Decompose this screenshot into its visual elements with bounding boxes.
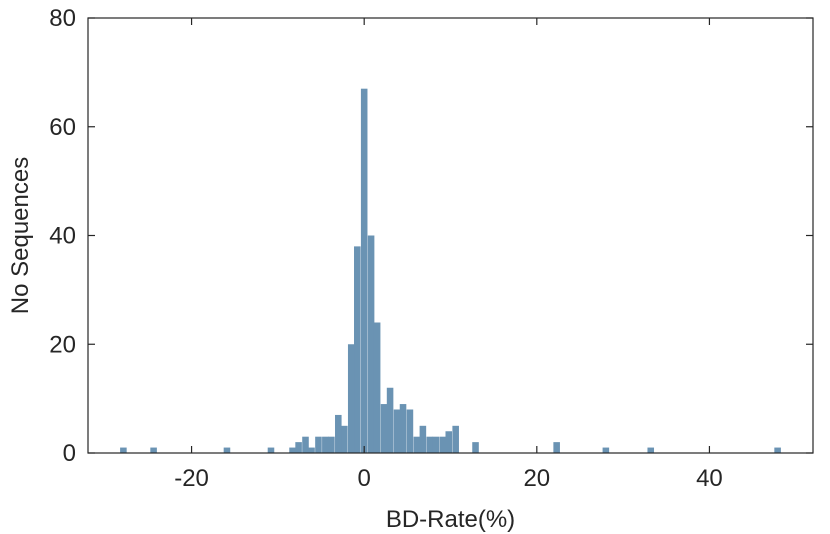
y-tick-label: 80	[49, 5, 76, 32]
histogram-bar-23	[413, 436, 421, 453]
histogram-bar-29	[452, 425, 459, 453]
histogram-bar-12	[341, 425, 348, 453]
y-axis-ticks: 0 20 40 60 80	[49, 5, 813, 467]
histogram-bar-19	[386, 387, 394, 453]
histogram-bar-0	[120, 447, 127, 453]
x-tick-label: 40	[696, 465, 723, 492]
histogram-bar-10	[328, 436, 335, 453]
histogram-bar-7	[308, 447, 315, 453]
y-tick-label: 0	[63, 440, 76, 467]
histogram-bar-26	[432, 436, 440, 453]
x-axis-ticks: -20 0 20 40	[174, 18, 723, 492]
histogram-bar-25	[426, 436, 434, 453]
y-tick-label: 60	[49, 114, 76, 141]
y-axis-label: No Sequences	[7, 157, 34, 314]
histogram-bar-24	[419, 425, 427, 453]
x-tick-label: 0	[358, 465, 371, 492]
histogram-bar-34	[774, 447, 781, 453]
histogram-bar-1	[150, 447, 157, 453]
y-tick-label: 20	[49, 331, 76, 358]
histogram-bar-5	[295, 442, 302, 454]
histogram-bar-31	[553, 442, 560, 454]
histogram-bar-6	[302, 436, 309, 453]
histogram-bar-4	[289, 447, 296, 453]
histogram-bar-3	[267, 447, 275, 453]
histogram-bar-30	[472, 442, 479, 454]
histogram-bar-32	[602, 447, 610, 453]
x-tick-label: 20	[523, 465, 550, 492]
histogram-bar-33	[647, 447, 655, 453]
histogram-bar-18	[380, 404, 388, 453]
histogram-bar-21	[399, 404, 407, 453]
histogram-bar-9	[322, 436, 329, 453]
histogram-bar-28	[445, 431, 453, 453]
x-tick-label: -20	[174, 465, 209, 492]
y-tick-label: 40	[49, 223, 76, 250]
histogram-bar-16	[367, 235, 375, 453]
histogram-bar-8	[315, 436, 322, 453]
histogram-bar-15	[360, 88, 368, 453]
histogram-bar-11	[335, 414, 342, 453]
plot-area-frame	[87, 17, 814, 454]
histogram-bar-13	[347, 344, 355, 453]
histogram-bar-20	[393, 409, 401, 453]
histogram-bar-14	[354, 246, 361, 454]
x-axis-label: BD-Rate(%)	[386, 506, 515, 533]
histogram-bar-27	[439, 436, 447, 453]
histogram-bars	[120, 88, 781, 454]
histogram-bar-17	[373, 322, 381, 453]
histogram-bar-2	[223, 447, 231, 453]
histogram-bar-22	[406, 409, 414, 453]
